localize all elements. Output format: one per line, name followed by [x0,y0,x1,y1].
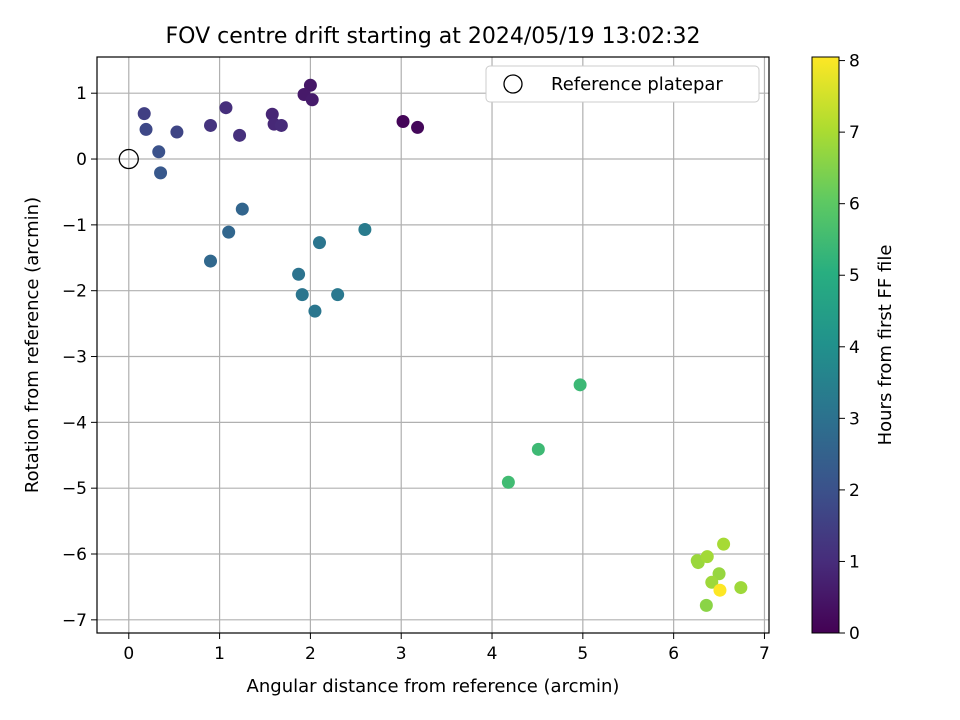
y-tick-label: −2 [62,282,87,302]
legend-label-reference: Reference platepar [551,74,723,95]
data-point [154,166,168,180]
data-point [295,288,309,302]
colorbar-tick-label: 6 [849,195,860,215]
colorbar-tick-label: 7 [849,123,860,143]
reference-platepar-marker [118,148,139,170]
y-axis-label: Rotation from reference (arcmin) [22,197,43,493]
x-tick-label: 3 [396,644,407,664]
data-point [170,125,184,139]
y-tick-label: −3 [62,348,87,368]
data-point [705,575,719,589]
colorbar-tick-label: 2 [849,481,860,501]
legend: Reference platepar [485,65,760,103]
data-point [219,101,233,115]
data-point [139,122,153,136]
y-tick-label: −6 [62,545,87,565]
colorbar: 0 1 2 3 4 5 6 7 8 Hours from first FF file [811,52,896,644]
data-point [717,537,731,551]
data-point [501,475,515,489]
data-point [222,225,236,239]
x-tick-label: 6 [668,644,679,664]
y-tick-label: −7 [62,611,87,631]
data-point [204,254,218,268]
y-tick-label: 0 [76,150,87,170]
colorbar-tick-label: 3 [849,409,860,429]
data-point [700,550,714,564]
y-tick-label: −4 [62,413,87,433]
x-axis-ticks: 0 1 2 3 4 5 6 7 [123,633,770,664]
x-tick-label: 7 [759,644,770,664]
x-tick-label: 0 [123,644,134,664]
data-point [308,304,322,318]
data-point [396,115,410,129]
data-point [312,236,326,250]
plot-frame [96,56,770,634]
y-tick-label: −1 [62,216,87,236]
data-point [713,583,727,597]
data-point [531,442,545,456]
x-tick-label: 1 [214,644,225,664]
data-point [233,128,247,142]
data-point [358,222,372,236]
colorbar-label: Hours from first FF file [875,245,896,446]
data-point [292,267,306,281]
data-point [265,107,279,121]
data-point [235,202,249,216]
colorbar-tick-label: 0 [849,624,860,644]
x-tick-label: 2 [305,644,316,664]
data-point [331,288,345,302]
x-tick-label: 5 [577,644,588,664]
colorbar-tick-label: 4 [849,338,860,358]
data-point [204,118,218,132]
data-point [274,118,288,132]
x-tick-label: 4 [487,644,498,664]
data-point [152,145,166,159]
legend-marker-reference [503,74,523,94]
colorbar-gradient [811,56,840,634]
x-axis-label: Angular distance from reference (arcmin) [247,676,620,697]
data-point [137,107,151,121]
y-tick-label: 1 [76,84,87,104]
legend-box [485,65,760,103]
data-point [411,120,425,134]
data-point [305,93,319,107]
chart-title: FOV centre drift starting at 2024/05/19 … [166,24,701,49]
data-point [734,581,748,595]
scatter-points [118,78,748,612]
colorbar-tick-label: 1 [849,552,860,572]
colorbar-tick-label: 8 [849,52,860,72]
grid [97,57,769,633]
data-point [573,378,587,392]
data-point [699,598,713,612]
colorbar-ticks: 0 1 2 3 4 5 6 7 8 [839,52,860,644]
colorbar-tick-label: 5 [849,266,860,286]
y-axis-ticks: 1 0 −1 −2 −3 −4 −5 −6 −7 [62,84,97,631]
y-tick-label: −5 [62,479,87,499]
data-point [303,78,317,92]
data-point [712,567,726,581]
